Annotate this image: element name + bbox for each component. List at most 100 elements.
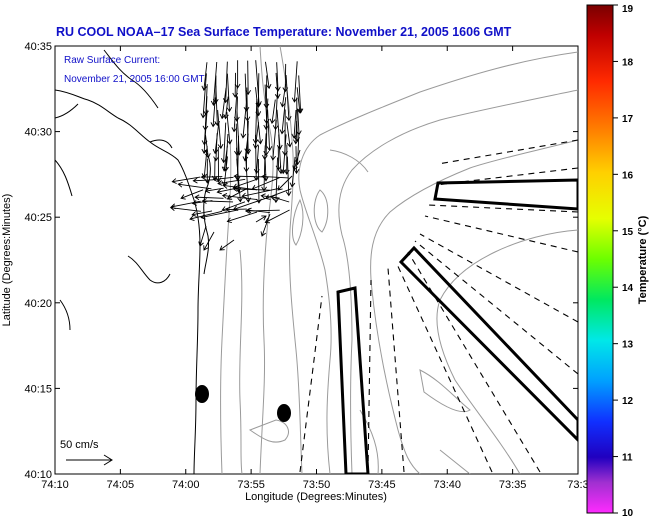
scale-label: 50 cm/s bbox=[60, 439, 99, 451]
colorbar-tick-label: 12 bbox=[622, 396, 634, 407]
current-vector bbox=[256, 108, 264, 145]
colorbar-tick-label: 18 bbox=[622, 57, 634, 68]
colorbar-tick-label: 14 bbox=[622, 283, 634, 294]
current-vector bbox=[233, 96, 240, 122]
current-vector bbox=[213, 133, 219, 162]
x-tick-label: 74:05 bbox=[107, 479, 135, 491]
x-axis-title: Longitude (Degrees:Minutes) bbox=[245, 491, 387, 503]
plot-frame bbox=[54, 45, 579, 475]
colorbar-tick-label: 15 bbox=[622, 227, 634, 238]
current-vector bbox=[293, 120, 299, 145]
x-tick-label: 73:55 bbox=[237, 479, 265, 491]
station-marker-2 bbox=[277, 404, 291, 422]
current-vector bbox=[171, 176, 201, 184]
colorbar-title: Temperature (°C) bbox=[637, 215, 649, 304]
current-vector bbox=[200, 209, 237, 220]
current-vector bbox=[200, 174, 223, 180]
current-vector bbox=[263, 120, 270, 157]
current-vector bbox=[285, 75, 292, 122]
current-vector bbox=[192, 177, 214, 184]
current-vector bbox=[266, 109, 273, 152]
surface-current-vectors bbox=[169, 60, 304, 251]
current-vector bbox=[204, 187, 224, 194]
x-tick-label: 73:50 bbox=[303, 479, 331, 491]
current-vector bbox=[292, 149, 301, 171]
current-vector bbox=[283, 144, 290, 175]
current-vector bbox=[286, 122, 293, 148]
legend-current-date: November 21, 2005 16:00 GMT bbox=[64, 74, 205, 85]
x-tick-label: 73:40 bbox=[433, 479, 461, 491]
y-axis-ticks: 40:35 40:30 40:25 40:20 40:15 40:10 bbox=[24, 41, 578, 481]
x-tick-label: 73:45 bbox=[368, 479, 396, 491]
current-vector bbox=[198, 225, 207, 247]
current-vector bbox=[221, 193, 258, 201]
legend-current-label: Raw Surface Current: bbox=[64, 55, 160, 66]
current-vector bbox=[260, 213, 271, 237]
current-vector bbox=[177, 181, 212, 190]
current-vector bbox=[201, 146, 208, 179]
current-vector bbox=[225, 206, 247, 213]
y-axis-title: Latitude (Degrees:Minutes) bbox=[1, 194, 13, 327]
current-vector bbox=[279, 97, 287, 135]
radar-sector-dashed-lines bbox=[299, 139, 578, 473]
isobath-contours bbox=[220, 46, 578, 474]
current-vector bbox=[270, 194, 290, 203]
current-vector bbox=[217, 178, 246, 186]
current-vector bbox=[264, 209, 290, 224]
current-vector bbox=[270, 120, 277, 161]
figure-title: RU COOL NOAA–17 Sea Surface Temperature:… bbox=[56, 25, 512, 39]
current-vector bbox=[221, 201, 246, 212]
current-vector bbox=[285, 156, 292, 197]
colorbar-tick-label: 19 bbox=[622, 4, 634, 15]
current-vector bbox=[280, 84, 287, 108]
coastline bbox=[55, 49, 211, 474]
y-tick-label: 40:15 bbox=[24, 383, 52, 395]
current-vector bbox=[255, 215, 267, 223]
current-vector bbox=[241, 188, 279, 199]
current-vector bbox=[263, 98, 270, 131]
current-vector bbox=[203, 231, 215, 251]
current-vector bbox=[261, 173, 289, 180]
y-tick-label: 40:25 bbox=[24, 212, 52, 224]
current-vector bbox=[201, 198, 234, 204]
colorbar-tick-label: 11 bbox=[622, 453, 633, 464]
x-axis-ticks: 74:10 74:05 74:00 73:55 73:50 73:45 73:40 73:3 5… bbox=[41, 46, 589, 491]
y-tick-label: 40:20 bbox=[24, 298, 52, 310]
current-vector bbox=[210, 97, 217, 128]
current-vector bbox=[260, 193, 280, 200]
current-vector bbox=[180, 189, 204, 200]
current-vector bbox=[194, 194, 224, 201]
colorbar bbox=[586, 4, 614, 514]
current-vector bbox=[291, 109, 298, 139]
current-vector bbox=[291, 61, 298, 103]
radar-range-cells bbox=[336, 178, 578, 474]
current-vector bbox=[191, 210, 213, 217]
scale-arrow bbox=[66, 454, 113, 466]
colorbar-tick-label: 17 bbox=[622, 114, 634, 125]
x-tick-label: 74:00 bbox=[172, 479, 200, 491]
current-vector bbox=[169, 205, 201, 212]
colorbar-ticks: 19 18 17 16 15 14 13 12 11 10 bbox=[613, 4, 634, 519]
station-marker-1 bbox=[195, 385, 209, 403]
current-vector bbox=[240, 97, 248, 139]
current-vector bbox=[293, 146, 300, 175]
current-vector bbox=[232, 178, 259, 189]
current-vector bbox=[244, 208, 280, 214]
current-vector bbox=[236, 110, 242, 156]
y-tick-label: 40:10 bbox=[24, 469, 52, 481]
colorbar-tick-label: 13 bbox=[622, 340, 634, 351]
x-tick-label: 74:10 bbox=[41, 479, 69, 491]
x-tick-label: 73:3 bbox=[567, 479, 588, 491]
current-vector bbox=[219, 239, 235, 251]
current-vector bbox=[269, 99, 276, 125]
colorbar-tick-label: 16 bbox=[622, 170, 634, 181]
current-vector bbox=[265, 61, 272, 90]
current-vector bbox=[226, 111, 233, 145]
current-vector bbox=[189, 210, 223, 222]
current-vector bbox=[277, 175, 293, 191]
current-vector bbox=[201, 62, 208, 91]
current-vector bbox=[274, 62, 281, 92]
current-vector bbox=[212, 176, 234, 183]
current-vector bbox=[200, 73, 207, 119]
current-vector bbox=[226, 211, 258, 224]
